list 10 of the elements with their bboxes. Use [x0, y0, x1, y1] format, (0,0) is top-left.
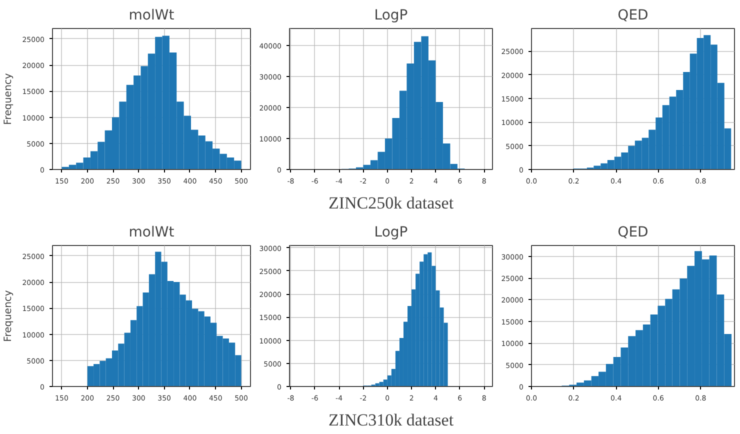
chart-title: LogP — [374, 8, 408, 24]
y-axis-title: Frequency — [3, 73, 14, 125]
chart-title: molWt — [128, 8, 175, 24]
chart-title: molWt — [128, 224, 175, 240]
y-axis-title: Frequency — [3, 290, 14, 342]
chart-title: QED — [618, 8, 648, 24]
chart-title: QED — [618, 224, 648, 240]
text: ZINC310k dataset — [328, 410, 454, 430]
chart-title: LogP — [374, 224, 408, 240]
text: ZINC250k dataset — [328, 194, 454, 212]
